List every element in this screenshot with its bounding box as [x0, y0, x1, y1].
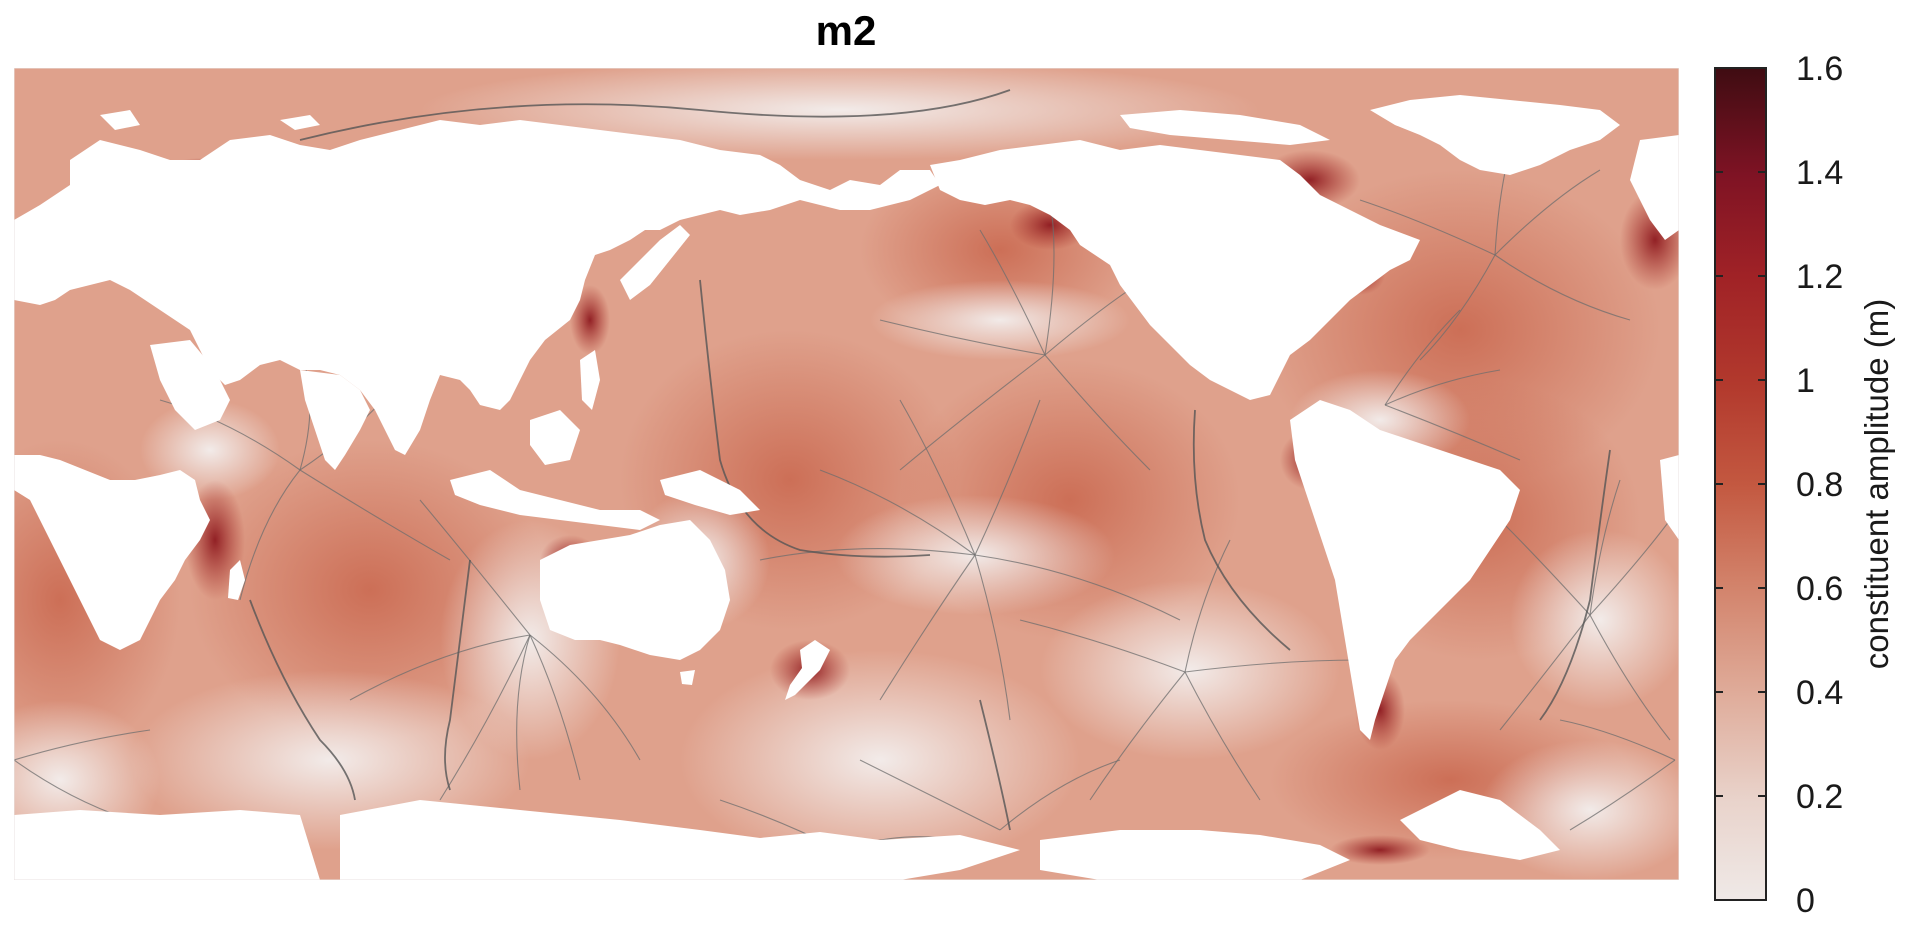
- land-africa-west: [1660, 455, 1679, 540]
- colorbar-tick-label: 0: [1796, 882, 1815, 920]
- land-novaya-zemlya: [280, 115, 320, 130]
- amphidrome-south-pacific: [1019, 539, 1361, 801]
- land-north-america: [930, 140, 1420, 400]
- land-masses: [14, 95, 1679, 880]
- map-panel: [14, 68, 1679, 880]
- amphidrome-south-atlantic: [1499, 479, 1671, 741]
- contour-ridge-3: [249, 599, 356, 801]
- land-tasmania: [680, 670, 695, 685]
- contour-ridge-5: [1539, 449, 1611, 721]
- amphidrome-aus: [349, 499, 641, 801]
- land-new-zealand: [785, 640, 830, 700]
- land-europe-east: [1630, 135, 1679, 240]
- land-arabia: [150, 340, 230, 430]
- colorbar-bar: [1714, 67, 1767, 901]
- land-south-america: [1290, 400, 1520, 740]
- colorbar-ticks: 0 0.2 0.4 0.6 0.8 1 1.2 1.4 1.6: [1715, 50, 1843, 920]
- land-indonesia: [450, 470, 660, 530]
- land-antarctica-1: [340, 800, 1020, 880]
- land-antarctica-peninsula: [1400, 790, 1560, 860]
- colorbar-tick-label: 1.6: [1796, 50, 1843, 88]
- land-australia: [540, 520, 730, 660]
- land-antarctica-2: [1040, 830, 1350, 880]
- land-arctic-canada: [1120, 110, 1330, 145]
- colorbar: 0 0.2 0.4 0.6 0.8 1 1.2 1.4 1.6 constituent ampl…: [1714, 50, 1895, 920]
- colorbar-tick-label: 1.4: [1796, 154, 1843, 192]
- land-africa: [14, 455, 210, 650]
- land-india: [300, 370, 370, 470]
- colorbar-tick-label: 0.8: [1796, 466, 1843, 504]
- amphidrome-caribbean: [1384, 309, 1521, 461]
- land-japan: [620, 225, 690, 300]
- colorbar-tick-label: 0.6: [1796, 570, 1843, 608]
- contour-ridge-2: [1192, 409, 1291, 651]
- contour-ridge-4: [979, 699, 1011, 831]
- amphidrome-pacific-center: [759, 399, 1181, 721]
- colorbar-tick-label: 1.2: [1796, 258, 1843, 296]
- land-greenland: [1370, 95, 1620, 175]
- colorbar-tick-label: 1: [1796, 362, 1815, 400]
- land-new-guinea: [660, 470, 760, 515]
- land-philippines: [580, 350, 600, 410]
- map-title: m2: [816, 7, 877, 54]
- land-eurasia: [14, 120, 940, 455]
- land-borneo: [530, 410, 580, 465]
- colorbar-label: constituent amplitude (m): [1858, 299, 1895, 670]
- colorbar-tick-label: 0.2: [1796, 778, 1843, 816]
- land-svalbard: [100, 110, 140, 130]
- colorbar-tick-label: 0.4: [1796, 674, 1843, 712]
- land-madagascar: [228, 560, 245, 600]
- contour-ridge-arctic: [299, 89, 1011, 141]
- land-antarctica-3: [14, 810, 320, 880]
- contour-ridge-6: [444, 559, 471, 791]
